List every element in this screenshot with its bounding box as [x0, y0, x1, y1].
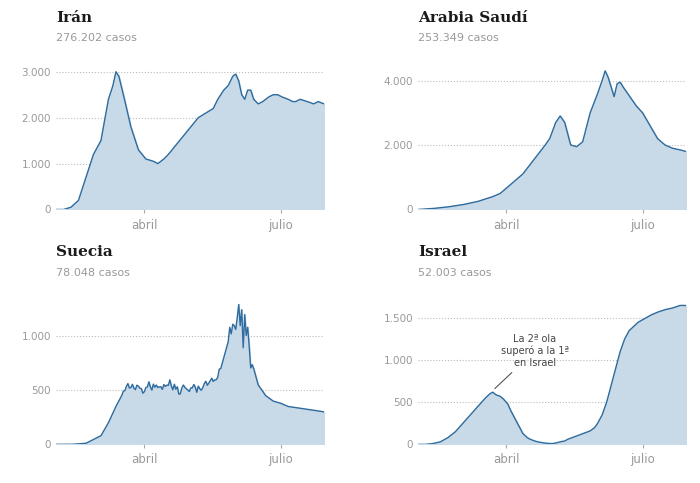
Text: 78.048 casos: 78.048 casos	[56, 268, 130, 278]
Text: Israel: Israel	[418, 245, 467, 259]
Text: Irán: Irán	[56, 11, 92, 25]
Text: La 2ª ola
superó a la 1ª
en Israel: La 2ª ola superó a la 1ª en Israel	[495, 334, 568, 389]
Text: 52.003 casos: 52.003 casos	[418, 268, 491, 278]
Text: 253.349 casos: 253.349 casos	[418, 33, 498, 43]
Text: Suecia: Suecia	[56, 245, 113, 259]
Text: Arabia Saudí: Arabia Saudí	[418, 11, 528, 25]
Text: 276.202 casos: 276.202 casos	[56, 33, 137, 43]
